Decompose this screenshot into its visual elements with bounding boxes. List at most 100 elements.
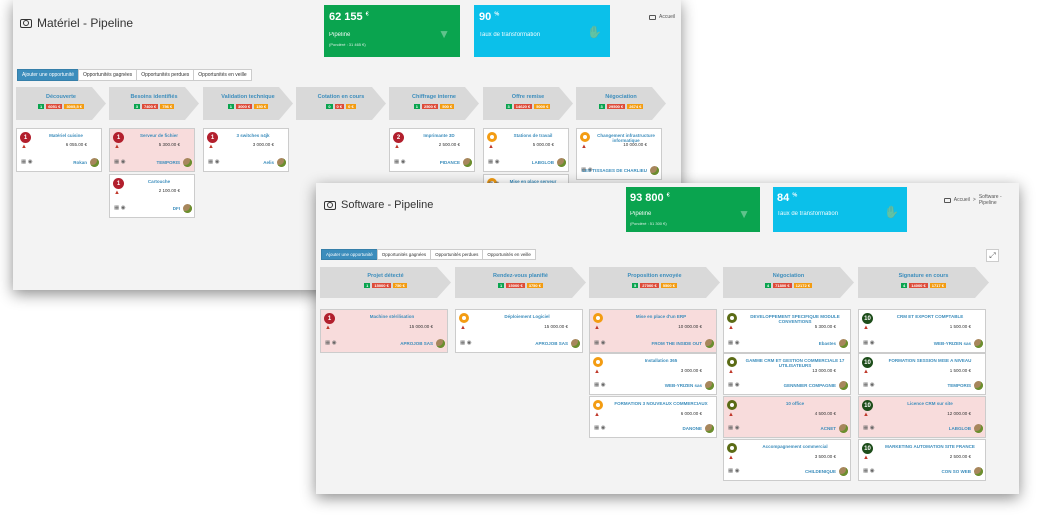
company-link[interactable]: PIDANCE bbox=[439, 160, 460, 165]
tab-lost[interactable]: Opportunités perdues bbox=[430, 249, 484, 260]
eye-icon[interactable]: ◉ bbox=[27, 159, 33, 165]
calendar-icon[interactable]: ▦ bbox=[488, 159, 494, 165]
company-link[interactable]: TEMPORIS bbox=[947, 383, 971, 388]
opportunity-name[interactable]: 3 switches n4jk bbox=[236, 133, 270, 138]
opportunity-card[interactable]: 2 ▲ Imprimante 3D 2 500.00 € ▦ ◉ PIDANCE bbox=[389, 128, 475, 172]
opportunity-card[interactable]: ▲ Mise en place d'un ERP 10 000.00 € ▦ ◉ FRO… bbox=[589, 309, 717, 353]
opportunity-card[interactable]: 1 ▲ Cartouche 2 100.00 € ▦ ◉ DFI bbox=[109, 174, 195, 218]
company-link[interactable]: DANONE bbox=[682, 426, 702, 431]
opportunity-name[interactable]: Machine stérilisation bbox=[369, 314, 415, 319]
eye-icon[interactable]: ◉ bbox=[331, 340, 337, 346]
company-link[interactable]: GENNNIER COMPAGNIE bbox=[783, 383, 836, 388]
calendar-icon[interactable]: ▦ bbox=[114, 159, 120, 165]
company-link[interactable]: APROJOB SAS bbox=[400, 341, 433, 346]
stage-name[interactable]: Négociation bbox=[605, 94, 637, 100]
opportunity-name[interactable]: Mise en place d'un ERP bbox=[635, 314, 687, 319]
opportunity-card[interactable]: 1 ▲ 3 switches n4jk 3 000.00 € ▦ ◉ Aelis bbox=[203, 128, 289, 172]
calendar-icon[interactable]: ▦ bbox=[728, 468, 734, 474]
calendar-icon[interactable]: ▦ bbox=[594, 382, 600, 388]
breadcrumb-home[interactable]: Accueil bbox=[659, 14, 676, 20]
company-link[interactable]: CON SO WEB bbox=[941, 469, 971, 474]
stage-name[interactable]: Projet détecté bbox=[367, 273, 404, 279]
opportunity-card[interactable]: 10 ▲ CRM ET EXPORT COMPTABLE 1 500.00 € ▦ ◉ W… bbox=[858, 309, 986, 353]
tab-standby[interactable]: Opportunités en veille bbox=[193, 69, 252, 81]
company-link[interactable]: TEMPORIS bbox=[156, 160, 180, 165]
opportunity-name[interactable]: MARKETING AUTOMATION SITE FRANCE bbox=[885, 444, 975, 449]
tab-standby[interactable]: Opportunités en veille bbox=[482, 249, 536, 260]
opportunity-name[interactable]: FORMATION 3 NOUVEAUX COMMERCIAUX bbox=[614, 401, 708, 406]
calendar-icon[interactable]: ▦ bbox=[208, 159, 214, 165]
opportunity-card[interactable]: ▲ FORMATION 3 NOUVEAUX COMMERCIAUX 6 000.0… bbox=[589, 396, 717, 438]
eye-icon[interactable]: ◉ bbox=[869, 340, 875, 346]
calendar-icon[interactable]: ▦ bbox=[594, 340, 600, 346]
calendar-icon[interactable]: ▦ bbox=[728, 425, 734, 431]
calendar-icon[interactable]: ▦ bbox=[460, 340, 466, 346]
eye-icon[interactable]: ◉ bbox=[587, 167, 593, 173]
stage-name[interactable]: Signature en cours bbox=[898, 273, 949, 279]
stage-name[interactable]: Besoins identifiés bbox=[130, 94, 178, 100]
opportunity-name[interactable]: FORMATION SESSION MISE A NIVEAU bbox=[888, 358, 972, 363]
eye-icon[interactable]: ◉ bbox=[600, 425, 606, 431]
opportunity-card[interactable]: ▲ Installation 365 3 000.00 € ▦ ◉ WEB-YRIZEN… bbox=[589, 353, 717, 395]
opportunity-card[interactable]: 10 ▲ FORMATION SESSION MISE A NIVEAU 1 500.… bbox=[858, 353, 986, 395]
eye-icon[interactable]: ◉ bbox=[734, 382, 740, 388]
eye-icon[interactable]: ◉ bbox=[120, 205, 126, 211]
company-link[interactable]: Ebastes bbox=[818, 341, 836, 346]
opportunity-name[interactable]: Mise en place serveur bbox=[509, 179, 557, 184]
tab-lost[interactable]: Opportunités perdues bbox=[136, 69, 195, 81]
eye-icon[interactable]: ◉ bbox=[869, 468, 875, 474]
calendar-icon[interactable]: ▦ bbox=[325, 340, 331, 346]
eye-icon[interactable]: ◉ bbox=[494, 159, 500, 165]
calendar-icon[interactable]: ▦ bbox=[581, 167, 587, 173]
tab-won[interactable]: Opportunités gagnées bbox=[376, 249, 432, 260]
expand-icon[interactable]: ⤢ bbox=[986, 249, 999, 262]
stage-name[interactable]: Proposition envoyée bbox=[627, 273, 682, 279]
opportunity-card[interactable]: 10 ▲ Licence CRM sur site 12 000.00 € ▦ ◉ LAB… bbox=[858, 396, 986, 438]
eye-icon[interactable]: ◉ bbox=[214, 159, 220, 165]
eye-icon[interactable]: ◉ bbox=[466, 340, 472, 346]
stage-name[interactable]: Négociation bbox=[772, 273, 805, 279]
opportunity-card[interactable]: ▲ 10 office 4 500.00 € ▦ ◉ ACNET bbox=[723, 396, 851, 438]
opportunity-name[interactable]: Imprimante 3D bbox=[423, 133, 455, 138]
opportunity-name[interactable]: Déploiement Logiciel bbox=[504, 314, 550, 319]
calendar-icon[interactable]: ▦ bbox=[863, 382, 869, 388]
stage-name[interactable]: Validation technique bbox=[221, 94, 275, 100]
company-link[interactable]: LABGLOB bbox=[948, 426, 971, 431]
opportunity-card[interactable]: 1 ▲ Serveur de fichier 5 300.00 € ▦ ◉ TEMPORI… bbox=[109, 128, 195, 172]
eye-icon[interactable]: ◉ bbox=[400, 159, 406, 165]
opportunity-name[interactable]: Serveur de fichier bbox=[139, 133, 179, 138]
calendar-icon[interactable]: ▦ bbox=[114, 205, 120, 211]
opportunity-name[interactable]: Stations de travail bbox=[513, 133, 553, 138]
opportunity-name[interactable]: Changement infrastructure informatique bbox=[597, 133, 655, 144]
add-opportunity-button[interactable]: Ajouter une opportunité bbox=[17, 69, 79, 81]
opportunity-name[interactable]: GAMME CRM ET GESTION COMMERCIALE 17 UTIL… bbox=[745, 358, 845, 369]
opportunity-name[interactable]: Cartouche bbox=[147, 179, 171, 184]
company-link[interactable]: WEB-YRIZEN sas bbox=[664, 383, 702, 388]
company-link[interactable]: ACNET bbox=[820, 426, 837, 431]
opportunity-card[interactable]: ▲ Changement infrastructure informatique 1… bbox=[576, 128, 662, 180]
calendar-icon[interactable]: ▦ bbox=[594, 425, 600, 431]
company-link[interactable]: FROM THE INSIDE OUT bbox=[651, 341, 703, 346]
eye-icon[interactable]: ◉ bbox=[600, 340, 606, 346]
opportunity-card[interactable]: 10 ▲ MARKETING AUTOMATION SITE FRANCE 2 500… bbox=[858, 439, 986, 481]
stage-name[interactable]: Chiffrage interne bbox=[411, 94, 456, 100]
opportunity-card[interactable]: ▲ Stations de travail 5 000.00 € ▦ ◉ LABGLOB bbox=[483, 128, 569, 172]
opportunity-name[interactable]: Installation 365 bbox=[644, 358, 678, 363]
calendar-icon[interactable]: ▦ bbox=[863, 340, 869, 346]
eye-icon[interactable]: ◉ bbox=[869, 425, 875, 431]
eye-icon[interactable]: ◉ bbox=[734, 425, 740, 431]
stage-name[interactable]: Découverte bbox=[46, 94, 76, 100]
opportunity-card[interactable]: 1 ▲ Machine stérilisation 15 000.00 € ▦ ◉ APR… bbox=[320, 309, 448, 353]
opportunity-card[interactable]: ▲ GAMME CRM ET GESTION COMMERCIALE 17 UTI… bbox=[723, 353, 851, 395]
company-link[interactable]: WEB-YRIZEN sas bbox=[933, 341, 971, 346]
eye-icon[interactable]: ◉ bbox=[120, 159, 126, 165]
calendar-icon[interactable]: ▦ bbox=[863, 425, 869, 431]
stage-name[interactable]: Cotation en cours bbox=[317, 94, 365, 100]
opportunity-name[interactable]: Licence CRM sur site bbox=[907, 401, 953, 406]
stage-name[interactable]: Rendez-vous planifié bbox=[492, 273, 548, 279]
opportunity-name[interactable]: 10 office bbox=[785, 401, 805, 406]
breadcrumb-home[interactable]: Accueil bbox=[953, 197, 970, 203]
eye-icon[interactable]: ◉ bbox=[869, 382, 875, 388]
eye-icon[interactable]: ◉ bbox=[600, 382, 606, 388]
company-link[interactable]: LES TISSAGES DE CHARLIEU bbox=[582, 168, 647, 173]
